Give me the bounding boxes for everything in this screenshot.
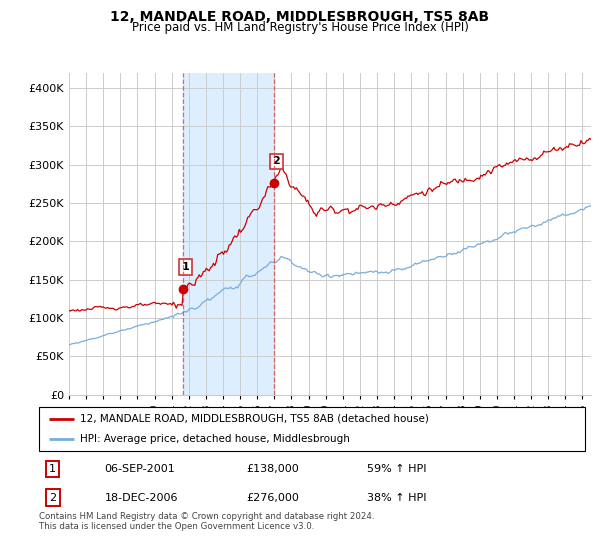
Text: Price paid vs. HM Land Registry's House Price Index (HPI): Price paid vs. HM Land Registry's House …	[131, 21, 469, 34]
Text: HPI: Average price, detached house, Middlesbrough: HPI: Average price, detached house, Midd…	[80, 435, 350, 445]
Bar	[183, 73, 274, 395]
Text: 2: 2	[49, 493, 56, 502]
Text: 2: 2	[272, 156, 280, 166]
Text: 38% ↑ HPI: 38% ↑ HPI	[367, 493, 426, 502]
Text: Contains HM Land Registry data © Crown copyright and database right 2024.
This d: Contains HM Land Registry data © Crown c…	[39, 512, 374, 531]
Text: £138,000: £138,000	[247, 464, 299, 474]
Text: 59% ↑ HPI: 59% ↑ HPI	[367, 464, 426, 474]
Text: 06-SEP-2001: 06-SEP-2001	[104, 464, 175, 474]
Text: £276,000: £276,000	[247, 493, 299, 502]
Text: 12, MANDALE ROAD, MIDDLESBROUGH, TS5 8AB: 12, MANDALE ROAD, MIDDLESBROUGH, TS5 8AB	[110, 10, 490, 24]
Text: 1: 1	[182, 262, 190, 272]
FancyBboxPatch shape	[39, 407, 585, 451]
Text: 18-DEC-2006: 18-DEC-2006	[104, 493, 178, 502]
Text: 12, MANDALE ROAD, MIDDLESBROUGH, TS5 8AB (detached house): 12, MANDALE ROAD, MIDDLESBROUGH, TS5 8AB…	[80, 414, 429, 424]
Text: 1: 1	[49, 464, 56, 474]
